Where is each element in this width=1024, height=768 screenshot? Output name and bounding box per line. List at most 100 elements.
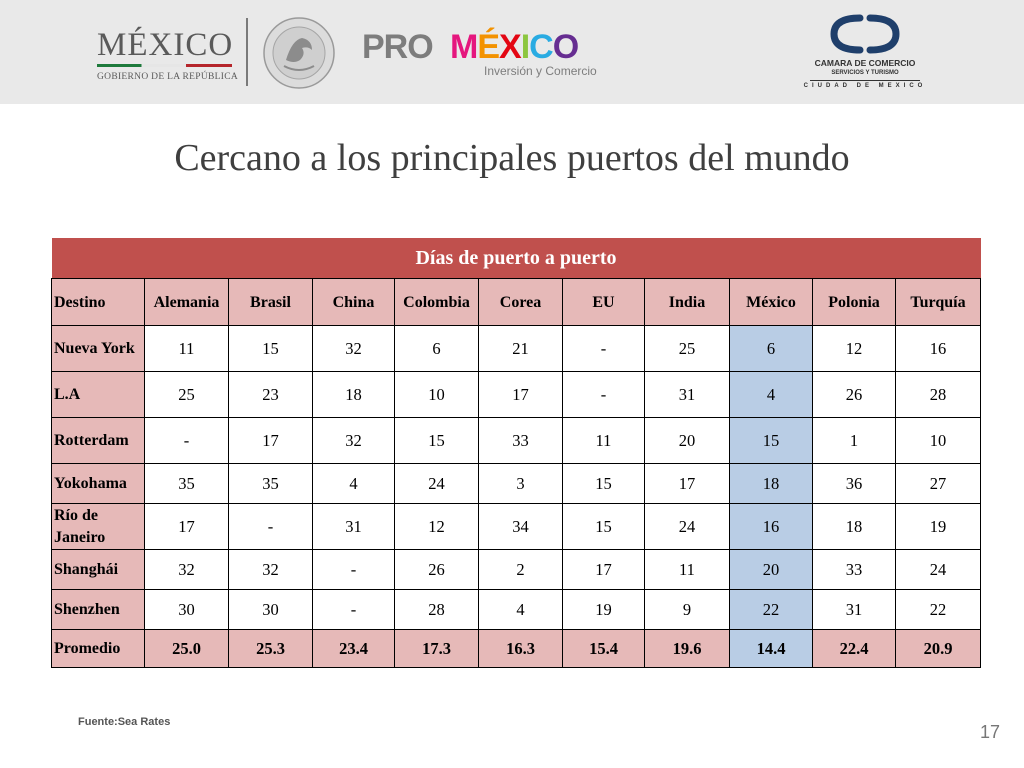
row-label: Shanghái [51,549,145,590]
table-cell: 15 [228,325,313,372]
table-cell: - [562,325,645,372]
table-cell: 35 [228,463,313,504]
row-label: Rotterdam [51,417,145,464]
average-cell: 14.4 [729,629,813,668]
camara-line1: CAMARA DE COMERCIO [814,58,916,68]
table-caption: Días de puerto a puerto [51,238,981,279]
table-cell: - [312,549,395,590]
table-row: Nueva York 11 15 32 6 21-25 6 12 16 [51,325,982,372]
table-cell: 15 [562,503,645,550]
promexico-letter: É [477,28,500,66]
table-cell: 26 [812,371,896,418]
table-cell: 22 [729,589,813,630]
table-body: Nueva York 11 15 32 6 21-25 6 12 16 L.A 25 23 18 10 17… [51,325,982,668]
camara-line3: CIUDAD DE MEXICO [803,83,927,89]
table-cell: 26 [394,549,479,590]
table-cell: 17 [228,417,313,464]
column-header: Corea [478,278,563,326]
table-cell: 17 [644,463,730,504]
row-label: L.A [51,371,145,418]
table-cell: - [228,503,313,550]
table-cell: 9 [644,589,730,630]
promexico-logo: PRO MÉXICO Inversión y Comercio [362,24,612,84]
table-cell: 10 [394,371,479,418]
column-header: México [729,278,813,326]
row-label: Río de Janeiro [51,503,145,550]
table-cell: 1 [812,417,896,464]
promexico-mexico-word: MÉXICO [450,28,579,67]
table-cell: 16 [894,325,982,372]
table-cell: 36 [812,463,896,504]
table-cell: 34 [478,503,563,550]
table-cell: 3 [478,463,563,504]
table-row: Rotterdam -17 32 15 33 11 20 15 1 10 [51,417,982,464]
table-cell: 33 [812,549,896,590]
table-cell: 25 [144,371,229,418]
camara-rule [810,80,920,81]
table-cell: 19 [562,589,645,630]
table-row: Shanghái 32 32-26 2 17 11 20 33 24 [51,549,982,590]
row-label: Yokohama [51,463,145,504]
table-cell: 28 [894,371,982,418]
slide-title: Cercano a los principales puertos del mu… [174,137,850,179]
table-cell: 20 [644,417,730,464]
average-cell: 19.6 [644,629,730,668]
table-cell: 18 [812,503,896,550]
table-cell: 18 [312,371,395,418]
table-cell: 35 [144,463,229,504]
header-destino: Destino [51,278,145,326]
table-cell: 24 [394,463,479,504]
table-cell: 31 [644,371,730,418]
table-cell: 32 [312,325,395,372]
promexico-letter: O [552,28,579,66]
promexico-subtitle: Inversión y Comercio [484,64,597,78]
average-cell: 17.3 [394,629,479,668]
national-seal-icon [263,17,335,89]
column-header: China [312,278,395,326]
table-cell: 21 [478,325,563,372]
table-cell: 24 [894,549,982,590]
average-row: Promedio 25.0 25.3 23.4 17.3 16.3 15.4 19.6 14.4… [51,629,982,668]
average-cell: 16.3 [478,629,563,668]
table-cell: 11 [562,417,645,464]
column-header: Brasil [228,278,313,326]
column-header: EU [562,278,645,326]
ports-table: Días de puerto a puerto Destino Alemania… [51,238,982,668]
table-cell: 32 [228,549,313,590]
mexico-logo-word: MÉXICO [97,27,234,63]
column-header: Colombia [394,278,479,326]
row-label: Shenzhen [51,589,145,630]
table-header-row: Destino Alemania Brasil China Colombia Corea… [51,278,982,326]
average-label: Promedio [51,629,145,668]
table-cell: 30 [228,589,313,630]
table-cell: 15 [394,417,479,464]
table-cell: - [562,371,645,418]
table-row: Yokohama 35 35 4 24 3 15 17 18 36 27 [51,463,982,504]
source-note: Fuente:Sea Rates [78,716,171,728]
gobierno-mexico-logo: MÉXICO GOBIERNO DE LA REPÚBLICA [97,27,238,82]
table-cell: 23 [228,371,313,418]
promexico-letter: M [450,28,478,66]
table-cell: 6 [729,325,813,372]
table-cell: 11 [144,325,229,372]
table-row: Río de Janeiro 17-31 12 34 15 24 16 18 19 [51,503,982,550]
table-cell: 10 [894,417,982,464]
table-cell: 19 [894,503,982,550]
average-cell: 20.9 [894,629,982,668]
table-cell: 22 [894,589,982,630]
camara-line2: SERVICIOS Y TURISMO [831,70,899,76]
promexico-pro: PRO [362,28,434,66]
table-cell: 31 [812,589,896,630]
table-cell: 27 [894,463,982,504]
column-header: Turquía [894,278,982,326]
table-cell: 20 [729,549,813,590]
table-cell: 12 [394,503,479,550]
table-cell: 31 [312,503,395,550]
header-band: MÉXICO GOBIERNO DE LA REPÚBLICA PRO MÉXI… [0,0,1024,104]
average-cell: 22.4 [812,629,896,668]
table-cell: 18 [729,463,813,504]
table-cell: 32 [144,549,229,590]
promexico-letter: I [520,28,531,66]
logo-divider [246,18,248,86]
page-number: 17 [980,722,1001,742]
